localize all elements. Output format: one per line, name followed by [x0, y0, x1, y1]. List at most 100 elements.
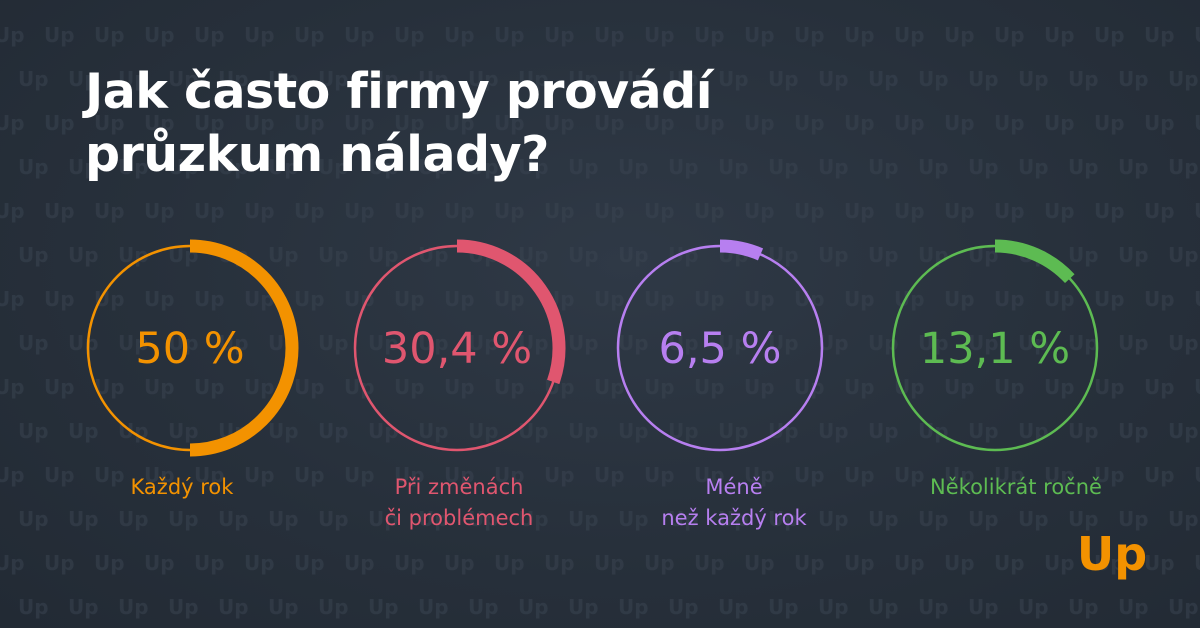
background-watermark: Up	[868, 155, 899, 179]
background-watermark: Up	[468, 67, 499, 91]
background-watermark: Up	[1018, 331, 1049, 355]
background-watermark: Up	[818, 155, 849, 179]
background-watermark: Up	[168, 67, 199, 91]
background-watermark: Up	[68, 331, 99, 355]
background-watermark: Up	[118, 155, 149, 179]
background-watermark: Up	[244, 463, 275, 487]
background-watermark: Up	[294, 287, 325, 311]
background-watermark: Up	[94, 111, 125, 135]
background-watermark: Up	[1044, 111, 1075, 135]
background-watermark: Up	[568, 155, 599, 179]
background-watermark: Up	[94, 23, 125, 47]
background-watermark: Up	[444, 463, 475, 487]
background-watermark: Up	[918, 155, 949, 179]
background-watermark: Up	[518, 595, 549, 619]
background-watermark: Up	[818, 67, 849, 91]
background-watermark: Up	[694, 287, 725, 311]
background-watermark: Up	[668, 595, 699, 619]
background-watermark: Up	[344, 199, 375, 223]
background-watermark: Up	[518, 507, 549, 531]
background-watermark: Up	[394, 111, 425, 135]
donut-label-line: než každý rok	[661, 506, 807, 530]
background-watermark: Up	[144, 287, 175, 311]
background-watermark: Up	[394, 199, 425, 223]
background-watermark: Up	[368, 595, 399, 619]
background-watermark: Up	[744, 551, 775, 575]
background-watermark: Up	[694, 199, 725, 223]
background-watermark: Up	[1094, 287, 1125, 311]
background-watermark: Up	[244, 551, 275, 575]
background-watermark: Up	[1094, 375, 1125, 399]
background-watermark: Up	[968, 507, 999, 531]
background-watermark: Up	[1168, 595, 1199, 619]
background-watermark: Up	[868, 419, 899, 443]
background-watermark: Up	[394, 463, 425, 487]
background-watermark: Up	[1094, 463, 1125, 487]
background-watermark: Up	[94, 551, 125, 575]
background-watermark: Up	[268, 155, 299, 179]
background-watermark: Up	[168, 595, 199, 619]
background-watermark: Up	[994, 551, 1025, 575]
background-watermark: Up	[318, 419, 349, 443]
background-watermark: Up	[844, 199, 875, 223]
background-watermark: Up	[544, 111, 575, 135]
background-watermark: Up	[1044, 375, 1075, 399]
background-watermark: Up	[944, 463, 975, 487]
background-watermark: Up	[568, 507, 599, 531]
donut-value-label: 6,5 %	[659, 324, 782, 374]
background-watermark: Up	[1144, 375, 1175, 399]
background-watermark: Up	[268, 419, 299, 443]
background-watermark: Up	[468, 155, 499, 179]
background-watermark: Up	[568, 419, 599, 443]
background-watermark: Up	[894, 551, 925, 575]
background-watermark: Up	[394, 551, 425, 575]
background-watermark: Up	[794, 551, 825, 575]
background-watermark: Up	[444, 111, 475, 135]
background-watermark: Up	[1044, 287, 1075, 311]
background-watermark: Up	[594, 551, 625, 575]
background-watermark: Up	[168, 155, 199, 179]
background-watermark: Up	[244, 111, 275, 135]
background-watermark: Up	[44, 375, 75, 399]
background-watermark: Up	[1094, 551, 1125, 575]
background-watermark: Up	[518, 155, 549, 179]
background-watermark: Up	[668, 331, 699, 355]
background-watermark: Up	[18, 419, 49, 443]
page-title: Jak často firmy provádí průzkum nálady?	[85, 60, 712, 186]
background-watermark: Up	[644, 551, 675, 575]
background-watermark: Up	[194, 111, 225, 135]
donut-label-pri-zmenach: Při změnách či problémech	[339, 472, 579, 534]
background-watermark: Up	[218, 155, 249, 179]
background-watermark: Up	[894, 199, 925, 223]
background-watermark: Up	[44, 551, 75, 575]
background-watermark: Up	[594, 463, 625, 487]
background-watermark: Up	[68, 419, 99, 443]
background-watermark: Up	[794, 111, 825, 135]
background-watermark: Up	[518, 67, 549, 91]
background-watermark: Up	[44, 463, 75, 487]
background-watermark: Up	[1194, 551, 1200, 575]
background-watermark: Up	[868, 243, 899, 267]
background-watermark: Up	[218, 67, 249, 91]
background-watermark: Up	[418, 595, 449, 619]
background-watermark: Up	[368, 155, 399, 179]
background-watermark: Up	[1094, 199, 1125, 223]
donut-label-kazdy-rok: Každý rok	[62, 472, 302, 503]
background-watermark: Up	[0, 287, 25, 311]
background-watermark: Up	[668, 243, 699, 267]
background-watermark: Up	[344, 463, 375, 487]
background-watermark: Up	[768, 331, 799, 355]
background-watermark: Up	[294, 111, 325, 135]
background-watermark: Up	[918, 243, 949, 267]
background-watermark: Up	[1068, 67, 1099, 91]
background-watermark: Up	[544, 463, 575, 487]
background-watermark: Up	[1118, 243, 1149, 267]
background-watermark: Up	[668, 67, 699, 91]
background-watermark: Up	[844, 463, 875, 487]
background-watermark: Up	[444, 199, 475, 223]
background-watermark: Up	[694, 111, 725, 135]
background-watermark: Up	[918, 419, 949, 443]
